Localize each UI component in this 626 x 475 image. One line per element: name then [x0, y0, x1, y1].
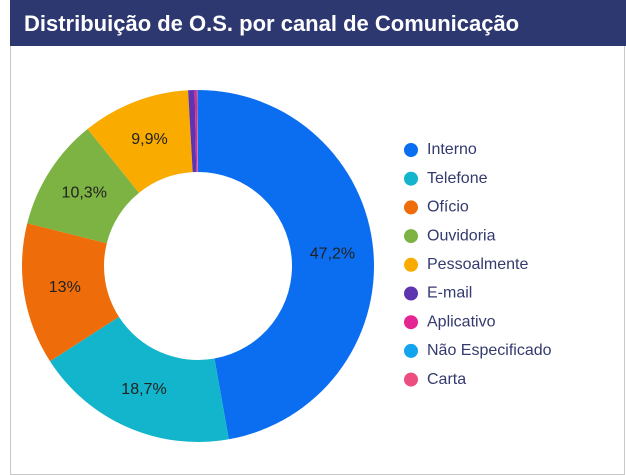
- legend-swatch: [404, 343, 418, 358]
- legend-swatch: [404, 171, 418, 186]
- legend-label: Carta: [427, 371, 466, 388]
- data-label: 13%: [49, 279, 81, 296]
- chart-title: Distribuição de O.S. por canal de Comuni…: [24, 11, 519, 36]
- data-label: 9,9%: [131, 131, 167, 148]
- slice: [49, 316, 229, 442]
- data-label: 18,7%: [121, 381, 166, 398]
- legend-label: Ofício: [427, 199, 469, 216]
- legend-swatch: [404, 286, 418, 301]
- slice: [194, 90, 198, 173]
- legend-label: Não Especificado: [427, 342, 552, 359]
- legend-swatch: [404, 229, 418, 244]
- slice: [27, 128, 139, 244]
- slice: [87, 90, 193, 193]
- legend-label: Interno: [427, 141, 477, 158]
- legend-swatch: [404, 372, 418, 387]
- legend-swatch: [404, 200, 418, 215]
- legend-label: Pessoalmente: [427, 256, 528, 273]
- title-bar: [10, 0, 626, 46]
- slice: [198, 90, 375, 440]
- slice: [188, 90, 197, 173]
- slice: [196, 90, 198, 173]
- legend-label: Telefone: [427, 170, 488, 187]
- legend-label: E-mail: [427, 285, 472, 302]
- legend-swatch: [404, 315, 418, 330]
- legend-label: Ouvidoria: [427, 227, 496, 244]
- legend-label: Aplicativo: [427, 313, 496, 330]
- slice: [22, 223, 119, 362]
- data-label: 47,2%: [310, 245, 355, 262]
- legend-swatch: [404, 143, 418, 157]
- data-label: 10,3%: [62, 185, 107, 202]
- slice: [197, 90, 198, 173]
- legend-swatch: [404, 257, 418, 272]
